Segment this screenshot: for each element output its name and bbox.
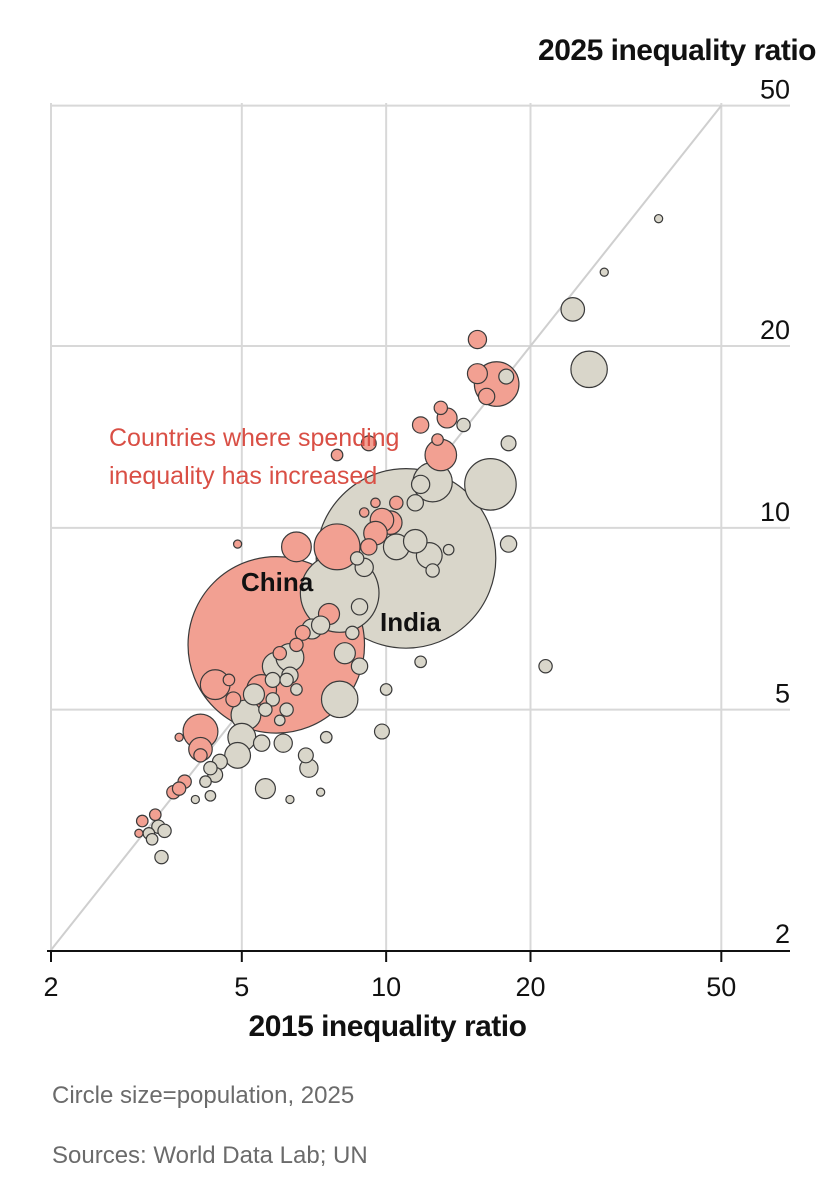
data-point: [273, 714, 286, 727]
data-point: [154, 849, 169, 865]
data-point: [498, 368, 515, 385]
y-tick-label: 50: [760, 75, 790, 105]
data-point: [477, 387, 496, 406]
data-point: [279, 672, 294, 688]
data-point: [358, 507, 370, 518]
data-point: [466, 363, 488, 385]
data-point: [290, 683, 303, 696]
data-point: [410, 474, 431, 495]
china-label: China: [241, 567, 314, 597]
data-point: [313, 523, 361, 571]
y-tick-label: 20: [760, 315, 790, 345]
data-point: [599, 267, 609, 277]
data-point: [319, 730, 333, 744]
data-point: [264, 671, 281, 688]
data-point: [500, 435, 517, 452]
data-point: [349, 551, 365, 566]
data-point: [406, 494, 425, 512]
data-point: [171, 781, 187, 796]
data-point: [431, 433, 444, 446]
data-point: [135, 814, 149, 828]
size-note: Circle size=population, 2025: [52, 1082, 355, 1109]
data-point: [414, 655, 427, 669]
data-point: [315, 787, 326, 797]
x-tick-label: 10: [371, 972, 401, 1000]
data-point: [265, 692, 280, 707]
data-point: [330, 448, 344, 462]
x-tick-label: 2: [43, 972, 58, 1000]
data-point: [320, 680, 359, 719]
data-point: [254, 778, 276, 800]
x-tick-label: 20: [515, 972, 545, 1000]
grid-lines: [50, 103, 790, 950]
data-point: [272, 645, 288, 661]
data-point: [442, 543, 455, 556]
data-point: [289, 637, 304, 653]
annotations: Countries where spending inequality has i…: [109, 424, 441, 637]
axes: 2 5 10 20 50 2 5 10 20 50: [43, 75, 790, 1000]
data-point: [280, 531, 312, 563]
data-point: [360, 538, 378, 556]
increased-annotation-line: Countries where spending: [109, 424, 399, 452]
data-point: [279, 702, 294, 717]
y-tick-label: 5: [775, 679, 790, 709]
x-tick-label: 5: [234, 972, 249, 1000]
data-point: [204, 789, 217, 802]
data-point: [145, 832, 159, 846]
data-point: [402, 528, 428, 554]
data-point: [467, 329, 488, 350]
data-point: [499, 535, 518, 553]
data-point: [350, 598, 369, 616]
increased-annotation-line: inequality has increased: [109, 462, 377, 490]
data-point: [242, 683, 266, 706]
y-axis-title: 2025 inequality ratio: [538, 34, 816, 67]
data-point: [190, 794, 201, 805]
data-point: [360, 435, 377, 452]
data-point: [258, 702, 273, 717]
data-point: [456, 417, 471, 433]
data-point: [294, 624, 311, 641]
data-point: [310, 615, 331, 635]
data-point: [389, 495, 404, 511]
data-point: [653, 213, 664, 224]
data-points: [134, 213, 664, 865]
x-axis-title: 2015 inequality ratio: [248, 1010, 527, 1043]
sources-note: Sources: World Data Lab; UN: [52, 1142, 368, 1169]
data-point: [333, 642, 356, 665]
data-point: [425, 563, 440, 578]
data-point: [224, 741, 252, 769]
data-point: [222, 673, 236, 687]
data-point: [350, 657, 369, 675]
data-point: [203, 760, 218, 776]
data-point: [225, 691, 242, 708]
data-point: [570, 350, 608, 389]
data-point: [370, 497, 381, 509]
data-point: [232, 539, 243, 549]
data-point: [252, 734, 271, 752]
india-label: India: [380, 607, 441, 637]
data-point: [134, 828, 144, 839]
data-point: [174, 732, 184, 742]
data-point: [148, 808, 162, 822]
data-point: [285, 794, 295, 805]
data-point: [464, 458, 517, 511]
y-tick-label: 10: [760, 497, 790, 527]
data-point: [273, 733, 293, 753]
data-point: [345, 625, 360, 641]
data-point: [193, 748, 208, 763]
data-point: [560, 296, 586, 322]
data-point: [297, 747, 314, 764]
data-point: [379, 683, 393, 696]
data-point: [373, 723, 390, 740]
data-point: [433, 400, 449, 416]
data-point: [538, 658, 553, 674]
data-point: [199, 775, 212, 788]
y-tick-label: 2: [775, 919, 790, 949]
scatter-chart: 2 5 10 20 50 2 5 10 20 50 Countries where spendin…: [43, 75, 790, 1000]
data-point: [157, 823, 172, 839]
data-point: [411, 416, 430, 434]
x-tick-label: 50: [706, 972, 736, 1000]
